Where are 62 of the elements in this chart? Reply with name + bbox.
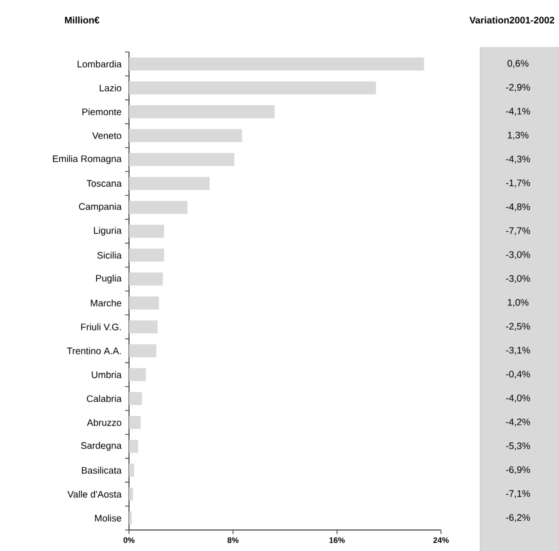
bar: [129, 224, 164, 238]
bar: [129, 272, 163, 286]
text: -4,8%: [506, 203, 530, 212]
bar: [129, 153, 234, 166]
bar: [129, 176, 210, 190]
y-tick-label: Abruzzo: [86, 418, 122, 426]
y-tick-label: Trentino A.A.: [66, 347, 121, 354]
text: -3,0%: [506, 275, 530, 283]
text: -0,4%: [506, 370, 530, 379]
y-tick-label: Lombardia: [78, 60, 122, 68]
y-tick-label: Umbria: [92, 371, 122, 378]
bar: [129, 416, 141, 429]
text: 1,0%: [508, 299, 528, 307]
y-tick-label: Emilia Romagna: [52, 155, 122, 164]
y-tick-label: Piemonte: [82, 108, 122, 116]
bar: [129, 105, 275, 118]
y-tick-label: Sicilia: [97, 252, 122, 259]
text: -2,5%: [506, 322, 530, 331]
y-tick-label: Toscana: [86, 180, 122, 187]
bar: [129, 81, 376, 94]
bar: [129, 320, 158, 334]
text: -3,1%: [506, 346, 530, 355]
bar: [129, 440, 138, 453]
text: -3,0%: [506, 251, 530, 260]
y-tick-label: Marche: [90, 299, 122, 306]
y-tick-label: Valle d'Aosta: [67, 490, 122, 498]
bar: [129, 392, 142, 406]
bar: [129, 296, 159, 310]
text: 1,3%: [508, 132, 528, 140]
bar: [129, 368, 146, 382]
bar: [129, 464, 134, 477]
y-tick-label: Veneto: [92, 132, 122, 139]
text: Variation2001-2002: [469, 16, 554, 24]
bar: [129, 344, 156, 358]
bar: [129, 57, 424, 70]
y-tick-label: Molise: [95, 514, 122, 522]
text: -4,0%: [506, 394, 530, 402]
y-tick-label: Basilicata: [82, 466, 122, 474]
text: -5,3%: [506, 442, 530, 450]
y-tick-label: Puglia: [96, 274, 122, 284]
text: -7,1%: [506, 490, 530, 498]
bar: [129, 488, 133, 501]
text: -6,9%: [506, 466, 530, 474]
y-tick-label: Campania: [78, 202, 122, 212]
bar: [129, 200, 188, 214]
text: 0,6%: [508, 60, 528, 68]
text: -4,3%: [506, 156, 530, 164]
text: -4,1%: [506, 108, 530, 116]
text: -6,2%: [506, 514, 530, 522]
text: -1,7%: [506, 180, 530, 188]
y-tick-label: Friuli V.G.: [81, 323, 121, 330]
y-tick-label: Sardegna: [81, 442, 122, 451]
text: -7,7%: [506, 227, 530, 236]
bar: [129, 129, 242, 142]
y-tick-label: Calabria: [86, 395, 122, 402]
chart-title: Million€: [65, 16, 100, 24]
bar: [129, 512, 132, 525]
text: -4,2%: [506, 418, 530, 426]
bar: [129, 248, 164, 262]
y-tick-label: Lazio: [100, 84, 122, 92]
y-tick-label: Liguria: [94, 226, 122, 236]
text: -2,9%: [506, 84, 530, 92]
